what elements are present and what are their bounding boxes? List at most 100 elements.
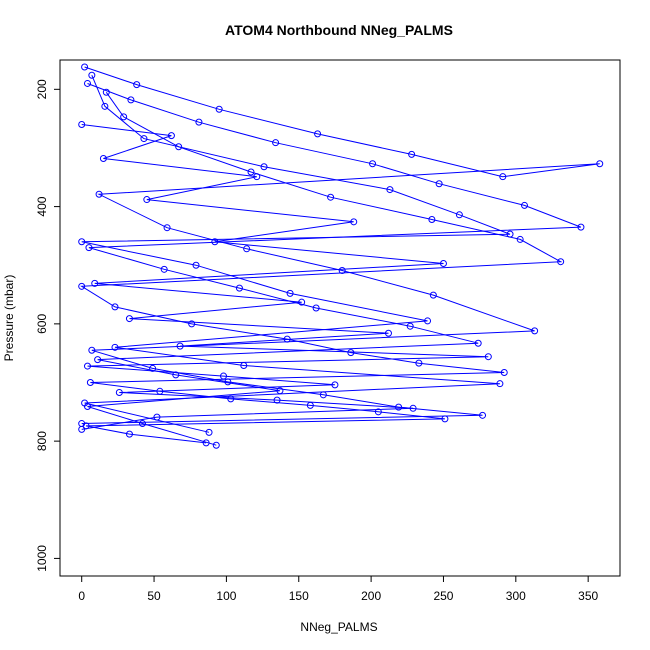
data-point: [78, 420, 86, 428]
data-point: [500, 369, 508, 377]
data-point: [101, 102, 109, 110]
data-point: [143, 196, 151, 204]
data-point: [408, 150, 416, 158]
series-line-3: [80, 92, 563, 444]
data-point: [163, 224, 171, 232]
data-point: [596, 160, 604, 168]
data-point: [298, 298, 306, 306]
data-point: [195, 118, 203, 126]
data-point: [474, 339, 482, 347]
data-point: [253, 173, 261, 181]
data-point: [227, 395, 235, 403]
data-point: [78, 282, 86, 290]
y-axis: 200 400 600 800 1000: [35, 79, 61, 572]
data-point: [395, 403, 403, 411]
data-point: [272, 139, 280, 147]
chart-marks: [78, 63, 604, 449]
data-point: [86, 379, 94, 386]
data-point: [243, 245, 251, 253]
data-point: [338, 267, 346, 275]
data-point: [125, 315, 133, 323]
x-tick-label: 200: [361, 589, 381, 603]
data-point: [192, 261, 200, 269]
data-point: [215, 105, 223, 113]
data-point: [220, 372, 228, 380]
x-tick-label: 50: [147, 589, 161, 603]
x-axis: 0 50 100 150 200 250 300 350: [78, 575, 598, 603]
data-point: [94, 356, 102, 364]
data-point: [520, 201, 528, 209]
data-point: [120, 113, 128, 121]
y-axis-label: Pressure (mbar): [2, 275, 16, 362]
data-point: [557, 258, 565, 266]
data-point: [202, 439, 210, 447]
data-point: [235, 284, 243, 292]
data-point: [273, 396, 281, 404]
data-point: [314, 130, 322, 138]
data-point: [175, 143, 183, 151]
series-line-1: [81, 75, 511, 433]
data-point: [111, 343, 119, 351]
x-axis-label: NNeg_PALMS: [300, 620, 377, 634]
data-point: [78, 121, 86, 128]
data-point: [95, 190, 103, 198]
x-tick-label: 350: [578, 589, 598, 603]
data-point: [347, 349, 355, 357]
data-point: [205, 428, 213, 436]
data-point: [212, 441, 220, 449]
data-point: [111, 303, 119, 311]
data-point: [127, 96, 135, 104]
data-point: [531, 327, 539, 335]
data-point: [211, 238, 219, 246]
data-point: [88, 346, 96, 354]
data-point: [78, 238, 86, 246]
data-point: [499, 173, 507, 181]
data-point: [83, 362, 91, 370]
data-point: [350, 218, 358, 226]
y-tick-label: 200: [35, 79, 49, 99]
data-point: [429, 291, 437, 299]
chart-title: ATOM4 Northbound NNeg_PALMS: [225, 22, 453, 38]
data-point: [384, 329, 392, 337]
data-point: [374, 408, 382, 416]
data-point: [484, 353, 492, 361]
y-tick-label: 400: [35, 196, 49, 216]
data-point: [496, 380, 504, 388]
data-point: [83, 79, 91, 87]
data-point: [188, 320, 196, 328]
data-point: [224, 378, 232, 386]
data-point: [439, 259, 447, 267]
data-point: [160, 265, 168, 273]
data-point: [133, 81, 141, 89]
data-point: [115, 388, 123, 396]
x-tick-label: 250: [433, 589, 453, 603]
data-point: [577, 223, 585, 231]
data-point: [138, 420, 146, 428]
data-point: [455, 211, 463, 219]
data-point: [331, 381, 339, 389]
data-point: [479, 411, 487, 419]
data-point: [428, 215, 436, 223]
data-point: [88, 71, 96, 79]
x-tick-label: 150: [289, 589, 309, 603]
data-point: [286, 289, 294, 297]
data-point: [369, 160, 377, 168]
data-point: [415, 359, 423, 367]
x-tick-label: 100: [216, 589, 236, 603]
data-point: [319, 391, 327, 399]
y-tick-label: 600: [35, 314, 49, 334]
data-point: [140, 135, 148, 143]
data-point: [85, 244, 93, 252]
data-point: [102, 88, 110, 96]
data-point: [153, 413, 161, 421]
data-point: [247, 168, 255, 176]
x-tick-label: 300: [506, 589, 526, 603]
x-tick-label: 0: [78, 589, 85, 603]
data-point: [125, 430, 133, 438]
data-point: [516, 235, 524, 243]
data-point: [83, 403, 91, 411]
y-tick-label: 1000: [35, 545, 49, 572]
series-line-2: [87, 83, 582, 446]
data-point: [260, 163, 268, 171]
